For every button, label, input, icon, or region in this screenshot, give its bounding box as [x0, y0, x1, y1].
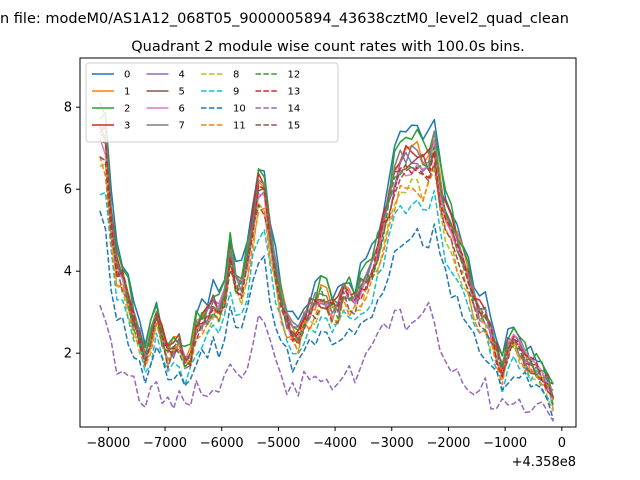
- series-line-15: [99, 156, 555, 398]
- legend-label-12: 12: [288, 70, 301, 81]
- legend-label-0: 0: [124, 70, 130, 81]
- series-line-9: [99, 189, 554, 405]
- chart-title: Quadrant 2 module wise count rates with …: [131, 39, 525, 55]
- y-tick-label: 4: [64, 265, 72, 280]
- y-tick-label: 6: [64, 183, 72, 198]
- figure-suptitle: n file: modeM0/AS1A12_068T05_9000005894_…: [0, 11, 569, 27]
- series-line-10: [99, 210, 555, 420]
- series-line-2: [99, 112, 554, 385]
- legend-label-5: 5: [179, 87, 185, 98]
- legend-label-2: 2: [124, 104, 130, 115]
- x-tick-label: −6000: [200, 436, 244, 451]
- x-offset-text: +4.358e8: [512, 455, 576, 470]
- legend-label-1: 1: [124, 87, 130, 98]
- legend-label-8: 8: [233, 70, 239, 81]
- y-tick-label: 8: [64, 101, 72, 116]
- series-line-11: [99, 155, 555, 401]
- series-line-14: [99, 301, 554, 422]
- series-line-8: [99, 163, 555, 412]
- series-group: [99, 102, 555, 422]
- legend-label-7: 7: [179, 121, 185, 132]
- legend-label-11: 11: [233, 121, 246, 132]
- x-tick-label: −4000: [313, 436, 357, 451]
- y-axis: 2 4 6 8: [64, 101, 80, 362]
- legend-label-15: 15: [288, 121, 301, 132]
- legend-label-9: 9: [233, 87, 239, 98]
- series-line-0: [99, 102, 554, 385]
- legend-label-4: 4: [179, 70, 185, 81]
- legend-label-6: 6: [179, 104, 185, 115]
- x-tick-label: −3000: [370, 436, 414, 451]
- plot-frame: [79, 57, 577, 428]
- legend-label-13: 13: [288, 87, 301, 98]
- series-line-7: [99, 125, 555, 398]
- x-tick-label: 0: [558, 436, 566, 451]
- legend-label-3: 3: [124, 121, 130, 132]
- x-tick-label: −1000: [483, 436, 527, 451]
- legend-box: [85, 62, 339, 143]
- x-tick-label: −5000: [256, 436, 300, 451]
- x-tick-label: −8000: [86, 436, 130, 451]
- legend-label-14: 14: [288, 104, 301, 115]
- x-tick-label: −2000: [426, 436, 470, 451]
- x-axis: −8000 −7000 −6000 −5000 −4000 −3000 −2000 −1000…: [86, 427, 566, 451]
- legend-label-10: 10: [233, 104, 246, 115]
- y-tick-label: 2: [64, 347, 72, 362]
- x-tick-label: −7000: [143, 436, 187, 451]
- series-line-13: [99, 140, 554, 398]
